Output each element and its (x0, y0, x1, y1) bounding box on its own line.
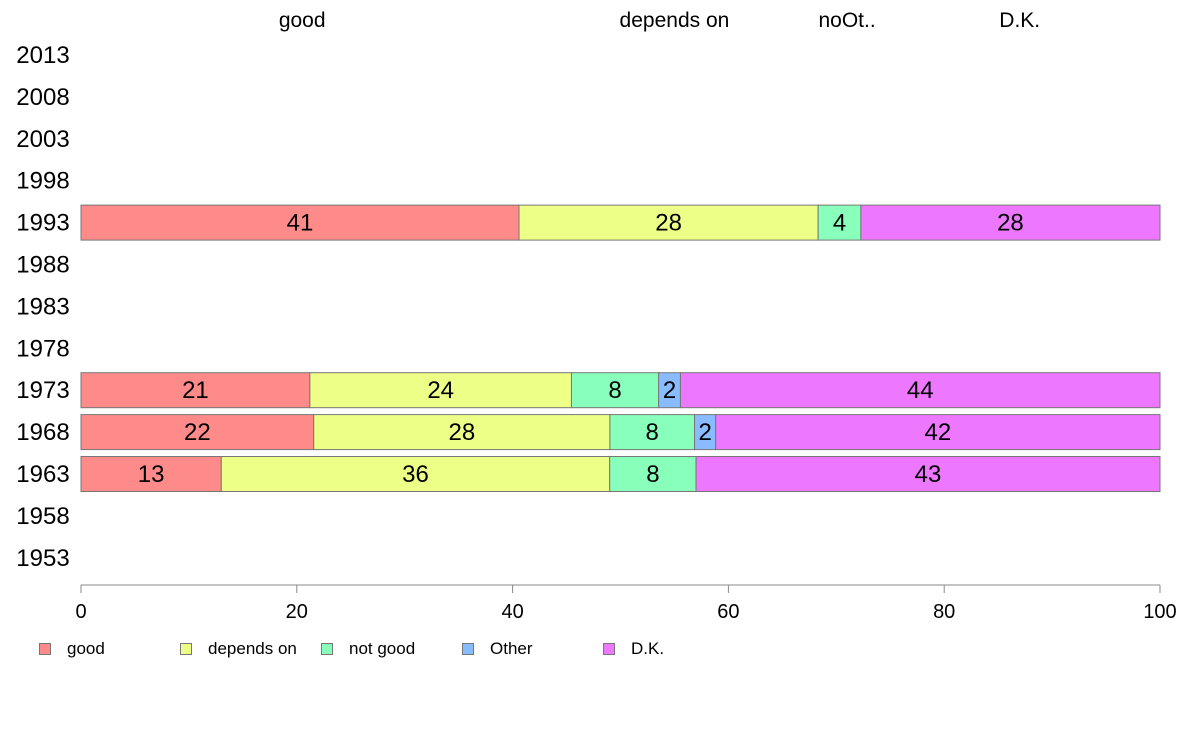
legend-label: depends on (208, 639, 297, 658)
category-label: 1973 (16, 377, 69, 404)
bar-segment (309, 372, 572, 409)
bar-segment (220, 456, 611, 492)
legend-label: D.K. (631, 639, 665, 658)
data-label: 24 (427, 377, 454, 404)
bar-row: 21 24 8 2 44 (80, 372, 1161, 409)
bar-segment (860, 204, 1161, 241)
bar-segment (695, 456, 1161, 492)
data-label: 41 (287, 210, 314, 237)
bar-segment (679, 372, 1161, 409)
data-label: 42 (925, 419, 952, 446)
category-label: 1953 (16, 545, 69, 572)
header-label: D.K. (999, 9, 1040, 32)
x-tick-label: 40 (501, 601, 523, 623)
chart-canvas: good depends on noOt.. D.K. 201320082003199… (16, 9, 1177, 623)
data-label: 43 (915, 461, 942, 488)
chart-legend: good depends on not good Other D.K. (0, 638, 1188, 662)
data-label: 8 (646, 419, 659, 446)
data-label: 2 (663, 377, 676, 404)
bar-row: 13 36 8 43 (80, 456, 1161, 492)
bar-segment (80, 414, 315, 451)
bar-segment (80, 204, 520, 241)
category-label: 1988 (16, 252, 69, 279)
data-label: 13 (138, 461, 165, 488)
legend-item: D.K. (603, 638, 664, 660)
header-labels: good depends on noOt.. D.K. (279, 9, 1040, 32)
legend-swatch (321, 643, 333, 655)
category-label: 1968 (16, 419, 69, 446)
data-label: 28 (997, 210, 1024, 237)
legend-swatch (603, 643, 615, 655)
bar-segment (609, 414, 696, 451)
category-label: 2003 (16, 126, 69, 153)
legend-item: good (39, 638, 105, 660)
bar-segment (80, 372, 311, 409)
x-tick-label: 0 (75, 601, 86, 623)
bar-segment (313, 414, 611, 451)
data-label: 36 (402, 461, 429, 488)
data-label: 2 (698, 419, 711, 446)
category-labels: 2013 2008 2003 1998 1993 1988 1983 1978 1973 1968… (16, 42, 69, 572)
legend-swatch (39, 643, 51, 655)
bar-row: 41 28 4 28 (80, 204, 1161, 241)
data-label: 44 (907, 377, 934, 404)
data-label: 28 (655, 210, 682, 237)
bar-segment (570, 372, 660, 409)
x-tick-label: 100 (1143, 601, 1176, 623)
data-label: 21 (182, 377, 209, 404)
bar-segment (80, 456, 222, 492)
legend-label: good (67, 639, 105, 658)
legend-swatch (180, 643, 192, 655)
legend-swatch (462, 643, 474, 655)
bar-segment (715, 414, 1161, 451)
data-label: 28 (448, 419, 475, 446)
category-label: 1958 (16, 503, 69, 530)
bar-segment (518, 204, 819, 241)
category-label: 1978 (16, 335, 69, 362)
legend-item: not good (321, 638, 415, 660)
category-label: 2013 (16, 42, 69, 69)
category-label: 1993 (16, 210, 69, 237)
legend-item: Other (462, 638, 533, 660)
x-tick-label: 60 (717, 601, 739, 623)
category-label: 1963 (16, 461, 69, 488)
legend-label: Other (490, 639, 533, 658)
bar-segment (817, 204, 862, 241)
category-label: 1983 (16, 293, 69, 320)
category-label: 1998 (16, 168, 69, 195)
x-tick-label: 80 (933, 601, 955, 623)
header-label: good (279, 9, 326, 32)
header-label: noOt.. (818, 9, 875, 32)
category-label: 2008 (16, 84, 69, 111)
header-label: depends on (620, 9, 730, 32)
x-axis: 0 20 40 60 80 100 (75, 584, 1177, 623)
legend-item: depends on (180, 638, 297, 660)
legend-label: not good (349, 639, 416, 658)
data-label: 22 (184, 419, 211, 446)
data-label: 4 (833, 210, 846, 237)
data-label: 8 (646, 461, 659, 488)
data-label: 8 (608, 377, 621, 404)
bar-row: 22 28 8 2 42 (80, 414, 1161, 451)
x-tick-label: 20 (286, 601, 308, 623)
